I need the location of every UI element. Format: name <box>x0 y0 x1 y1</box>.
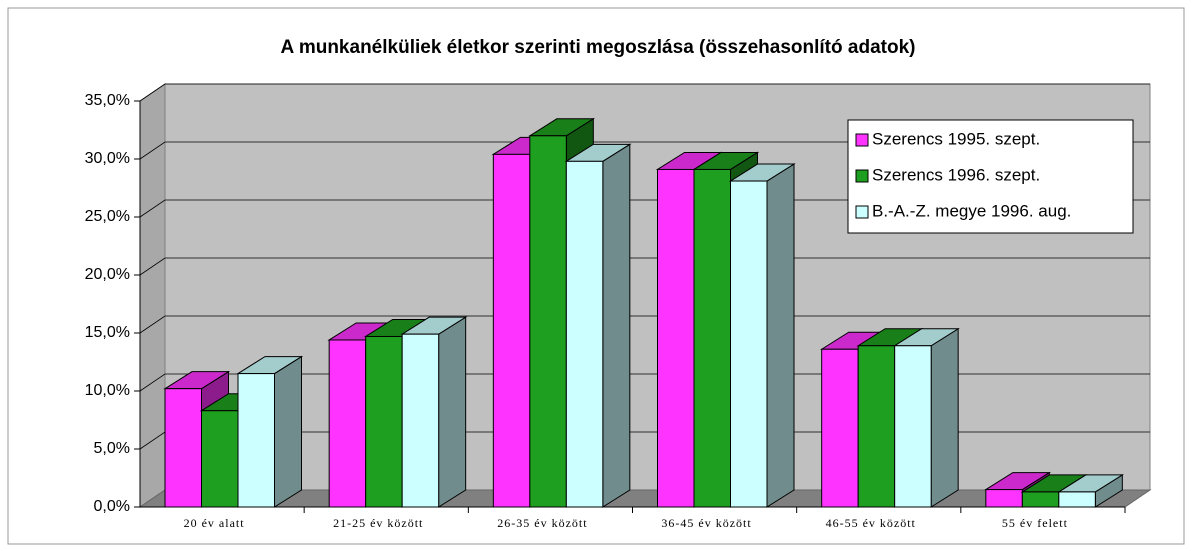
y-tick-label: 15,0% <box>85 324 130 341</box>
y-tick-label: 5,0% <box>94 440 130 457</box>
bar <box>164 388 202 508</box>
bar-side <box>602 143 631 508</box>
side-wall <box>139 83 166 508</box>
bar <box>365 335 403 508</box>
grid-line <box>139 315 1150 334</box>
bar <box>894 345 932 508</box>
legend-swatch <box>855 205 869 219</box>
y-tick-label: 35,0% <box>85 92 130 109</box>
bar <box>657 168 695 508</box>
legend-box <box>847 119 1134 234</box>
x-tick-label: 21-25 év között <box>333 516 423 530</box>
grid-line <box>139 199 1150 218</box>
bar <box>1058 491 1096 508</box>
y-tick-label: 25,0% <box>85 208 130 225</box>
legend-label: B.-A.-Z. megye 1996. aug. <box>872 201 1071 220</box>
grid-line <box>139 83 1150 102</box>
bar-side <box>766 163 795 508</box>
x-tick-label: 20 év alatt <box>184 516 245 530</box>
bar-side <box>930 327 959 508</box>
grid-line <box>139 141 1150 160</box>
bar <box>821 348 859 508</box>
bar <box>237 373 275 508</box>
y-tick-label: 10,0% <box>85 382 130 399</box>
grid-line <box>139 257 1150 276</box>
bar <box>492 153 531 508</box>
x-tick-label: 26-35 év között <box>497 516 587 530</box>
y-tick-label: 20,0% <box>85 266 130 283</box>
chart-title: A munkanélküliek életkor szerinti megosz… <box>281 37 916 58</box>
y-tick-label: 0,0% <box>94 498 130 515</box>
bar <box>201 410 239 508</box>
x-tick-label: 46-55 év között <box>826 516 916 530</box>
legend-swatch <box>855 169 869 183</box>
x-tick-label: 55 év felett <box>1002 516 1068 530</box>
bar <box>1021 491 1060 508</box>
legend-label: Szerencs 1995. szept. <box>872 129 1040 148</box>
bar-side <box>438 316 467 508</box>
x-tick-label: 36-45 év között <box>661 516 751 530</box>
bar <box>529 135 567 508</box>
legend-swatch <box>855 133 869 147</box>
bar <box>565 160 604 508</box>
bar <box>730 180 768 508</box>
bar <box>985 489 1023 508</box>
y-tick-label: 30,0% <box>85 150 130 167</box>
bar <box>857 345 896 508</box>
bar <box>693 168 731 508</box>
bar <box>401 333 440 508</box>
bar <box>328 339 367 508</box>
bar-side <box>274 355 302 508</box>
legend-label: Szerencs 1996. szept. <box>872 165 1040 184</box>
